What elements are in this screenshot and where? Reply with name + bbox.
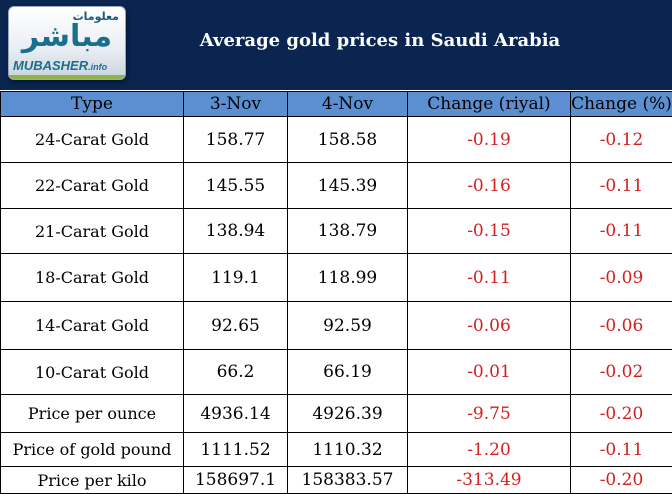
header-band: معلومات مباشر MUBASHER.info Average gold… (0, 0, 672, 90)
cell-change-riyal: -0.16 (408, 163, 571, 209)
cell-4-nov: 92.59 (288, 302, 408, 350)
cell-change-riyal: -0.15 (408, 209, 571, 254)
logo-arabic-big: مباشر (15, 19, 119, 54)
cell-4-nov: 4926.39 (288, 395, 408, 433)
cell-type: Price per ounce (1, 395, 184, 433)
cell-type: 14-Carat Gold (1, 302, 184, 350)
cell-type: 21-Carat Gold (1, 209, 184, 254)
cell-change-percent: -0.12 (571, 117, 672, 163)
cell-4-nov: 1110.32 (288, 433, 408, 467)
cell-type: 10-Carat Gold (1, 350, 184, 395)
column-header-change-percent: Change (%) (571, 92, 672, 117)
column-header-change-riyal: Change (riyal) (408, 92, 571, 117)
cell-type: Price of gold pound (1, 433, 184, 467)
cell-change-riyal: -0.11 (408, 254, 571, 302)
cell-3-nov: 119.1 (184, 254, 288, 302)
logo-accent-bar (9, 75, 125, 79)
cell-3-nov: 158697.1 (184, 467, 288, 494)
cell-3-nov: 145.55 (184, 163, 288, 209)
cell-change-percent: -0.11 (571, 163, 672, 209)
cell-change-riyal: -1.20 (408, 433, 571, 467)
cell-change-percent: -0.06 (571, 302, 672, 350)
cell-3-nov: 92.65 (184, 302, 288, 350)
cell-4-nov: 158383.57 (288, 467, 408, 494)
cell-3-nov: 66.2 (184, 350, 288, 395)
column-header-4-nov: 4-Nov (288, 92, 408, 117)
gold-prices-table: Type 3-Nov 4-Nov Change (riyal) Change (… (0, 91, 672, 494)
cell-type: Price per kilo (1, 467, 184, 494)
cell-change-percent: -0.02 (571, 350, 672, 395)
table-header-row: Type 3-Nov 4-Nov Change (riyal) Change (… (1, 92, 672, 117)
column-header-3-nov: 3-Nov (184, 92, 288, 117)
cell-3-nov: 1111.52 (184, 433, 288, 467)
cell-change-riyal: -0.19 (408, 117, 571, 163)
cell-3-nov: 138.94 (184, 209, 288, 254)
cell-change-percent: -0.09 (571, 254, 672, 302)
cell-change-riyal: -313.49 (408, 467, 571, 494)
cell-type: 22-Carat Gold (1, 163, 184, 209)
cell-type: 24-Carat Gold (1, 117, 184, 163)
column-header-type: Type (1, 92, 184, 117)
cell-3-nov: 4936.14 (184, 395, 288, 433)
cell-change-percent: -0.11 (571, 209, 672, 254)
cell-4-nov: 66.19 (288, 350, 408, 395)
cell-4-nov: 158.58 (288, 117, 408, 163)
page-title: Average gold prices in Saudi Arabia (130, 30, 630, 51)
cell-4-nov: 138.79 (288, 209, 408, 254)
cell-change-riyal: -0.06 (408, 302, 571, 350)
cell-change-riyal: -9.75 (408, 395, 571, 433)
cell-change-percent: -0.11 (571, 433, 672, 467)
logo-english-suffix: .info (88, 62, 107, 72)
cell-change-percent: -0.20 (571, 395, 672, 433)
cell-change-percent: -0.20 (571, 467, 672, 494)
cell-type: 18-Carat Gold (1, 254, 184, 302)
cell-4-nov: 118.99 (288, 254, 408, 302)
cell-4-nov: 145.39 (288, 163, 408, 209)
logo-english-main: MUBASHER (13, 58, 88, 73)
cell-3-nov: 158.77 (184, 117, 288, 163)
logo-english: MUBASHER.info (13, 58, 107, 73)
mubasher-logo: معلومات مباشر MUBASHER.info (8, 6, 126, 80)
cell-change-riyal: -0.01 (408, 350, 571, 395)
